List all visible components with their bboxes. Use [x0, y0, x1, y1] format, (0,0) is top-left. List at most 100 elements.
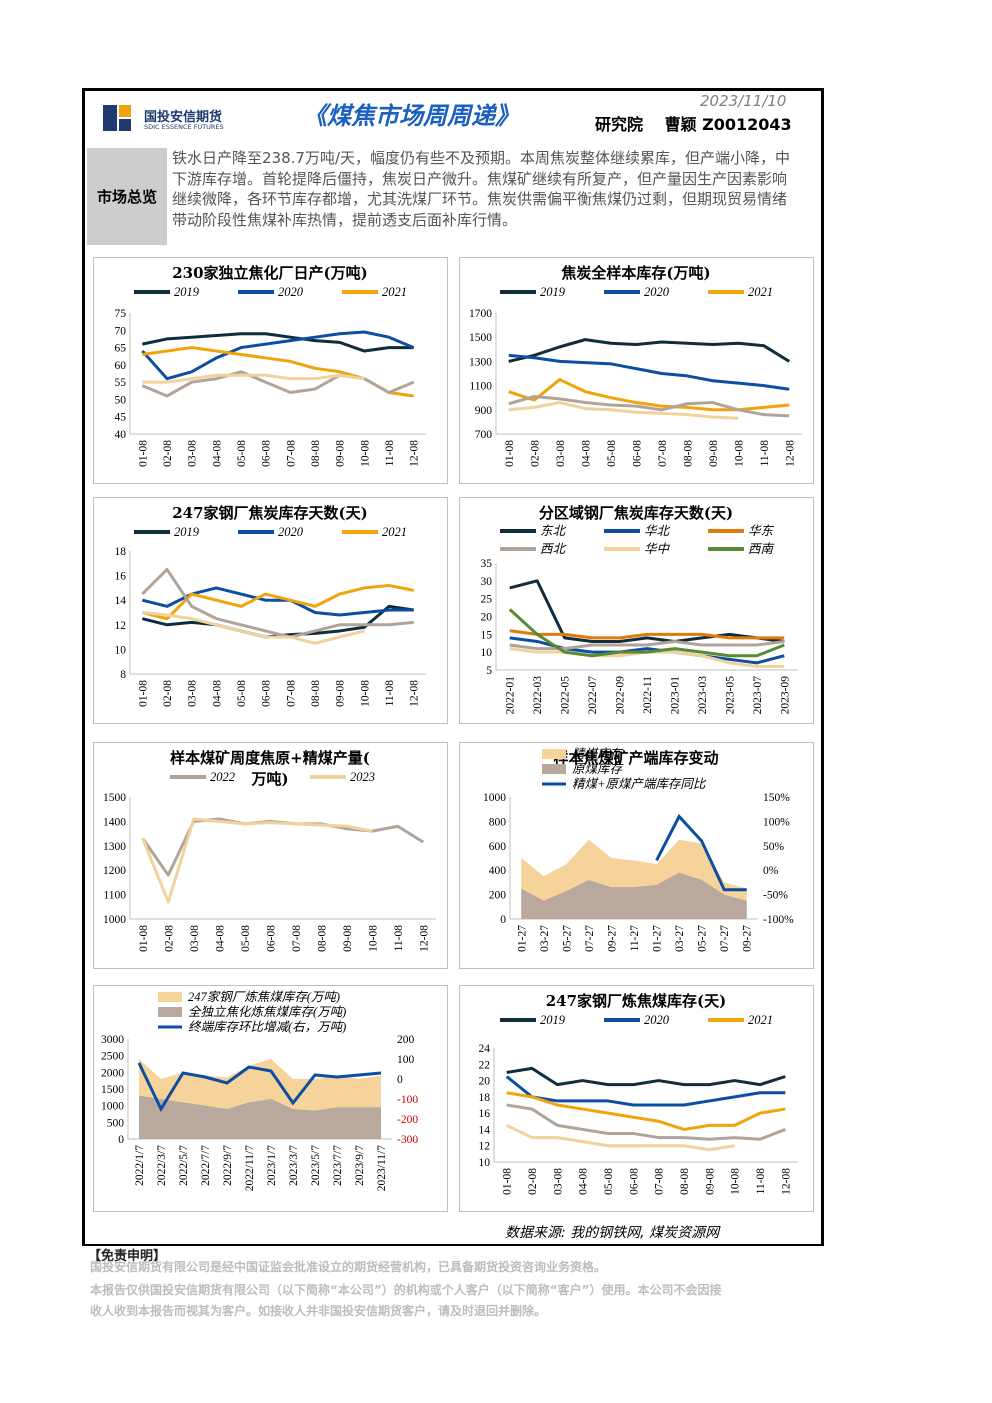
x-tick-label: 07-08	[291, 925, 303, 952]
x-tick-label: 2022-03	[532, 676, 544, 715]
x-tick-label: 2023/5/7	[310, 1145, 322, 1186]
disclaimer-title: 【免责申明】	[88, 1249, 167, 1264]
chart-panel-mine-inventory: 样本焦煤矿产端库存变动 0 200 400 600 800 1000 -100% -50% 0% 5…	[459, 742, 814, 969]
y-tick-label: 1100	[103, 890, 126, 902]
line-series	[142, 611, 365, 645]
x-tick-label: 06-08	[631, 440, 643, 467]
y-tick-label: 1300	[103, 841, 126, 853]
legend-label: 2019	[174, 285, 200, 299]
legend-swatch	[158, 1007, 182, 1017]
x-tick-label: 01-08	[504, 440, 516, 467]
legend-label: 2020	[278, 285, 304, 299]
x-tick-label: 09-08	[708, 440, 720, 467]
y-tick-label: 500	[107, 1117, 125, 1129]
x-tick-label: 06-08	[261, 440, 273, 467]
line-series	[506, 1124, 735, 1152]
chart-title: 247家钢厂炼焦煤库存(天)	[546, 992, 727, 1010]
x-tick-label: 09-08	[335, 440, 347, 467]
line-series	[509, 629, 785, 640]
legend-label: 2021	[382, 525, 407, 539]
y-tick-label: 200	[489, 890, 507, 902]
y-tick-label: 3000	[101, 1034, 124, 1046]
logo-text: 国投安信期货	[144, 110, 223, 125]
y2-tick-label: 100%	[763, 816, 790, 828]
x-tick-label: 2022/5/7	[178, 1145, 190, 1186]
chart-title: 分区域钢厂焦炭库存天数(天)	[539, 504, 733, 522]
chart-coke-inventory: 焦炭全样本库存(万吨) 700 900 1100 1300 1500 1700 01-08 02…	[469, 264, 802, 467]
legend-label: 华中	[644, 542, 671, 556]
y-tick-label: 1500	[103, 792, 126, 804]
chart-panel-coke-inventory: 焦炭全样本库存(万吨) 700 900 1100 1300 1500 1700 01-08 02…	[459, 257, 814, 484]
data-source: 数据来源: 我的钢铁网, 煤炭资源网	[505, 1225, 720, 1241]
chart-title-cont: 万吨)	[250, 770, 288, 788]
line-series	[508, 608, 785, 658]
x-tick-label: 08-08	[316, 925, 328, 952]
y-tick-label: 1300	[469, 356, 492, 368]
y-tick-label: 1400	[103, 816, 126, 828]
y-tick-label: 700	[475, 429, 493, 441]
x-tick-label: 03-08	[189, 925, 201, 952]
y-tick-label: 20	[481, 612, 493, 624]
x-tick-label: 2022/9/7	[222, 1145, 234, 1186]
y-tick-label: 2500	[101, 1051, 124, 1063]
x-tick-label: 11-08	[393, 925, 405, 952]
x-tick-label: 2023/7/7	[332, 1145, 344, 1186]
overview-label: 市场总览	[87, 148, 167, 245]
x-tick-label: 2022/7/7	[200, 1145, 212, 1186]
y-tick-label: 20	[479, 1076, 491, 1088]
x-tick-label: 07-08	[285, 680, 297, 707]
x-tick-label: 2022-09	[615, 676, 627, 715]
x-tick-label: 05-08	[606, 440, 618, 467]
x-tick-label: 09-27	[742, 925, 754, 952]
y-tick-label: 45	[115, 412, 127, 424]
logo-subtext: SDIC ESSENCE FUTURES	[144, 123, 224, 131]
x-tick-label: 2022-05	[560, 676, 572, 715]
legend-label: 2021	[748, 1013, 773, 1027]
report-title: 《煤焦市场周周递》	[303, 102, 519, 130]
line-series	[655, 813, 747, 892]
legend-label: 东北	[540, 524, 567, 538]
line-series	[137, 1062, 382, 1113]
y-tick-label: 30	[481, 576, 493, 588]
report-frame	[82, 88, 824, 1246]
x-tick-label: 09-08	[704, 1168, 716, 1195]
y2-tick-label: 200	[397, 1034, 415, 1046]
x-tick-label: 05-08	[236, 680, 248, 707]
line-series	[505, 1075, 786, 1107]
legend-label: 精煤库存	[572, 747, 624, 761]
y-tick-label: 1000	[483, 792, 506, 804]
y-tick-label: 1200	[103, 865, 126, 877]
legend-label: 西南	[748, 542, 776, 556]
legend-label: 2022	[210, 770, 235, 784]
x-tick-label: 03-08	[552, 1168, 564, 1195]
y-tick-label: 8	[120, 669, 126, 681]
x-tick-label: 04-08	[580, 440, 592, 467]
y-tick-label: 35	[481, 558, 493, 570]
disclaimer-line: 收人收到本报告而视其为客户。如接收人并非国投安信期货客户，请及时退回并删除。	[90, 1304, 547, 1318]
x-tick-label: 12-08	[409, 440, 421, 467]
chart-panel-coking-output: 230家独立焦化厂日产(万吨) 40 45 50 55 60 65 70 75 01-08 02-0…	[93, 257, 448, 484]
y-tick-label: 400	[489, 865, 507, 877]
legend-label: 2019	[174, 525, 200, 539]
y-tick-label: 16	[115, 571, 127, 583]
x-tick-label: 01-27	[652, 925, 664, 952]
chart-panel-end-inventory: 0 500 1000 1500 2000 2500 3000 -300 -200 -100 0 100…	[93, 985, 448, 1212]
legend-label: 2020	[644, 285, 670, 299]
logo-icon	[103, 105, 131, 131]
chart-title: 样本煤矿周度焦原+精煤产量(	[170, 749, 370, 767]
x-tick-label: 2023/9/7	[354, 1145, 366, 1186]
x-tick-label: 07-08	[657, 440, 669, 467]
x-tick-label: 05-27	[697, 925, 709, 952]
x-tick-label: 04-08	[214, 925, 226, 952]
x-tick-label: 09-27	[606, 925, 618, 952]
x-tick-label: 2023-01	[669, 676, 681, 715]
x-tick-label: 01-08	[502, 1168, 514, 1195]
chart-panel-coking-coal-days: 247家钢厂炼焦煤库存(天) 10 12 14 16 18 20 22 24 01-08 02-08…	[459, 985, 814, 1212]
y-tick-label: 0	[118, 1134, 124, 1146]
x-tick-label: 06-08	[261, 680, 273, 707]
x-tick-label: 2023/1/7	[266, 1145, 278, 1186]
x-tick-label: 03-27	[674, 925, 686, 952]
x-tick-label: 02-08	[529, 440, 541, 467]
y-tick-label: 12	[479, 1141, 491, 1153]
report-date: 2023/11/10	[700, 92, 787, 110]
